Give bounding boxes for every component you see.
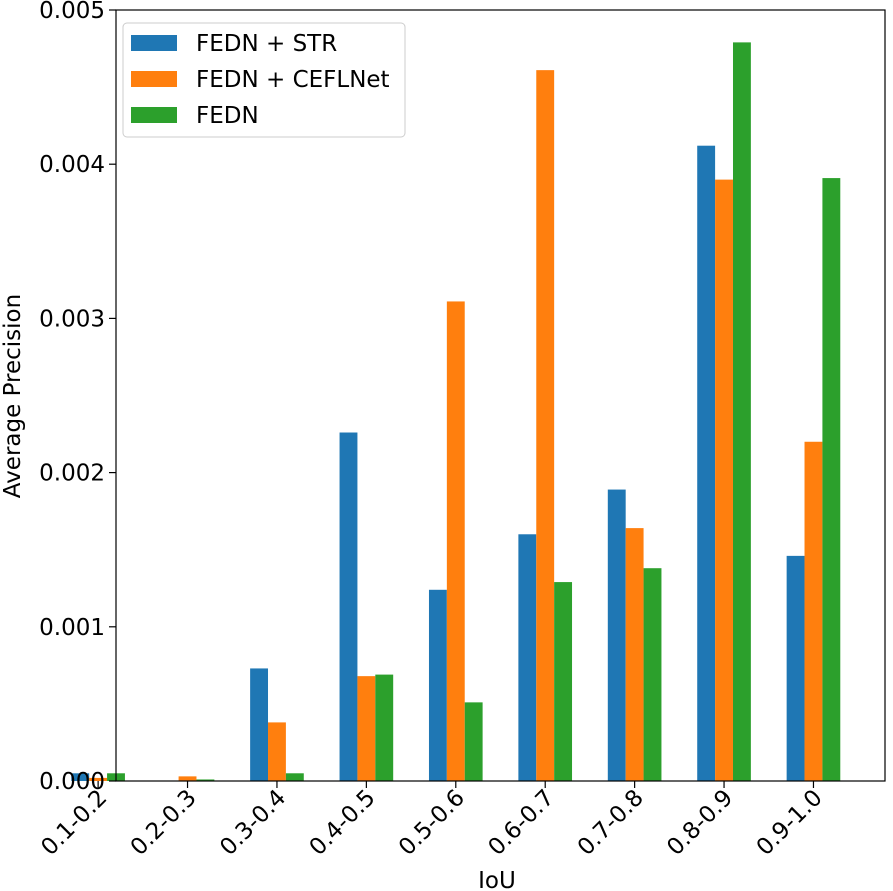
x-tick-label: 0.9-1.0 <box>752 785 828 861</box>
x-tick-label: 0.6-0.7 <box>483 785 559 861</box>
bar-2-0.3-0.4 <box>268 722 286 781</box>
y-tick-label: 0.003 <box>39 306 105 332</box>
x-tick-label: 0.1-0.2 <box>36 785 112 861</box>
bar-2-0.6-0.7 <box>536 70 555 781</box>
bar-1-0.5-0.6 <box>428 589 447 781</box>
bar-3-0.3-0.4 <box>285 773 304 781</box>
y-axis: 0.000 0.001 0.002 0.003 0.004 0.005 <box>39 0 116 795</box>
bar-1-0.6-0.7 <box>518 534 537 781</box>
legend-box <box>122 22 406 138</box>
x-tick-label: 0.8-0.9 <box>662 785 738 861</box>
legend-swatch <box>131 35 177 51</box>
bar-2-0.8-0.9 <box>715 179 733 781</box>
bar-3-0.8-0.9 <box>732 42 751 781</box>
x-tick-label: 0.7-0.8 <box>573 785 649 861</box>
bar-3-0.4-0.5 <box>375 674 394 781</box>
bar-2-0.4-0.5 <box>357 676 376 781</box>
x-axis-label: IoU <box>478 868 516 891</box>
bar-2-0.2-0.3 <box>178 776 197 781</box>
bar-2-0.7-0.8 <box>625 528 644 781</box>
bar-3-0.5-0.6 <box>464 702 483 781</box>
y-axis-label: Average Precision <box>0 294 26 498</box>
x-tick-label: 0.3-0.4 <box>215 785 291 861</box>
bar-3-0.6-0.7 <box>554 582 573 781</box>
bar-2-0.1-0.2 <box>89 777 108 781</box>
plot-frame <box>115 9 886 782</box>
bar-1-0.8-0.9 <box>697 145 716 781</box>
bar-2-0.5-0.6 <box>446 301 465 781</box>
legend-label: FEDN + STR <box>196 31 337 57</box>
legend-swatch <box>131 107 177 123</box>
legend: FEDN + STR FEDN + CEFLNet FEDN <box>122 22 406 138</box>
y-tick-label: 0.001 <box>39 615 105 641</box>
y-tick-label: 0.002 <box>39 461 105 487</box>
bar-1-0.3-0.4 <box>250 668 269 781</box>
x-tick-label: 0.5-0.6 <box>394 785 470 861</box>
bar-1-0.4-0.5 <box>339 432 358 781</box>
x-axis: 0.1-0.2 0.2-0.3 0.3-0.4 0.4-0.5 0.5-0.6 0.6-0… <box>36 781 828 861</box>
legend-swatch <box>131 71 177 87</box>
legend-label: FEDN + CEFLNet <box>196 67 390 93</box>
y-tick-label: 0.005 <box>39 0 105 24</box>
bar-1-0.1-0.2 <box>71 773 90 781</box>
bar-3-0.9-1.0 <box>822 178 841 781</box>
bar-1-0.7-0.8 <box>607 489 626 781</box>
legend-label: FEDN <box>196 103 259 129</box>
y-tick-label: 0.004 <box>39 152 105 178</box>
bar-1-0.9-1.0 <box>786 555 805 781</box>
bar-3-0.2-0.3 <box>196 779 215 781</box>
bar-3-0.7-0.8 <box>643 568 662 781</box>
bars-group <box>71 42 841 781</box>
x-tick-label: 0.4-0.5 <box>305 785 381 861</box>
y-tick-label: 0.000 <box>39 769 105 795</box>
x-tick-label: 0.2-0.3 <box>126 785 202 861</box>
bar-2-0.9-1.0 <box>804 441 823 781</box>
